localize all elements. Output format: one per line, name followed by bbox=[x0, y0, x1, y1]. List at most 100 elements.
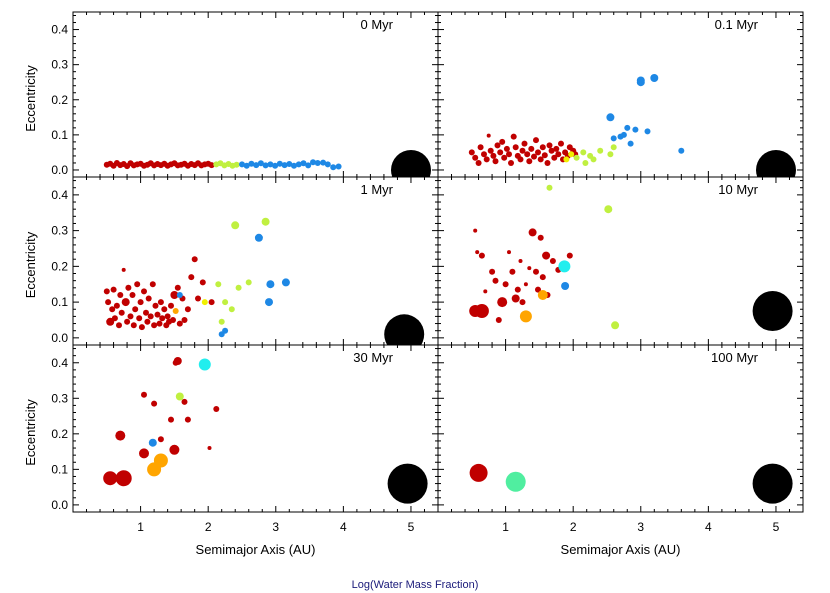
data-point bbox=[153, 453, 168, 468]
data-point bbox=[110, 286, 117, 293]
data-point bbox=[201, 299, 208, 306]
data-point bbox=[314, 160, 321, 166]
data-point bbox=[535, 149, 541, 156]
data-point bbox=[173, 357, 182, 365]
panel-bottom-left: 0.0 0.1 0.2 0.3 0.4 1 2 3 4 5 30 Myr Eccentricity Se… bbox=[23, 344, 439, 557]
data-point bbox=[115, 430, 126, 441]
data-point bbox=[129, 292, 136, 298]
data-point bbox=[499, 138, 506, 145]
y-tick-label: 0.2 bbox=[51, 259, 68, 273]
data-point bbox=[678, 147, 685, 154]
data-point bbox=[610, 135, 617, 142]
giant-planet-point bbox=[387, 463, 428, 504]
panel-frame bbox=[72, 344, 439, 513]
data-point bbox=[168, 416, 174, 423]
data-point bbox=[139, 448, 149, 459]
data-point bbox=[519, 147, 526, 154]
data-point bbox=[198, 358, 211, 371]
data-point bbox=[184, 416, 191, 423]
data-point bbox=[208, 299, 215, 306]
data-point bbox=[542, 251, 551, 260]
data-points bbox=[103, 150, 431, 177]
data-point bbox=[604, 205, 613, 214]
data-point bbox=[151, 322, 158, 329]
data-point bbox=[537, 156, 544, 163]
data-points bbox=[103, 217, 425, 345]
data-point bbox=[174, 284, 181, 291]
data-point bbox=[291, 162, 297, 169]
data-point bbox=[199, 279, 206, 286]
data-point bbox=[103, 288, 110, 295]
data-point bbox=[113, 302, 120, 309]
data-point bbox=[215, 281, 222, 288]
data-point bbox=[644, 128, 651, 135]
data-point bbox=[524, 151, 531, 158]
data-point bbox=[610, 144, 617, 151]
data-point bbox=[320, 159, 327, 166]
data-point bbox=[265, 298, 273, 307]
x-tick-label: 4 bbox=[705, 520, 712, 534]
data-point bbox=[590, 156, 597, 163]
data-point bbox=[481, 151, 487, 158]
data-point bbox=[497, 297, 508, 308]
data-point bbox=[492, 277, 499, 284]
data-point bbox=[137, 299, 144, 306]
data-point bbox=[281, 162, 288, 169]
y-tick-label: 0.3 bbox=[51, 224, 68, 238]
data-point bbox=[239, 161, 245, 168]
data-point bbox=[245, 279, 252, 286]
y-axis-label: Eccentricity bbox=[23, 65, 38, 132]
data-point bbox=[266, 280, 275, 289]
panel-time-label: 10 Myr bbox=[718, 182, 758, 197]
data-point bbox=[505, 471, 526, 492]
data-point bbox=[533, 137, 539, 144]
data-point bbox=[181, 317, 188, 323]
x-axis-label: Semimajor Axis (AU) bbox=[196, 542, 316, 557]
data-point bbox=[228, 306, 235, 313]
x-tick-label: 5 bbox=[773, 520, 780, 534]
y-tick-label: 0.1 bbox=[51, 128, 68, 142]
data-point bbox=[650, 74, 659, 82]
data-point bbox=[527, 266, 532, 271]
data-point bbox=[154, 311, 161, 318]
data-point bbox=[195, 295, 201, 302]
panel-top-left: 0.0 0.1 0.2 0.3 0.4 0 Myr Eccentricity bbox=[23, 11, 439, 178]
data-point bbox=[511, 294, 520, 303]
data-point bbox=[324, 161, 331, 168]
panel-bottom-right: 1 2 3 4 5 100 Myr Semimajor Axis (AU) bbox=[437, 344, 804, 557]
y-tick-label: 0.4 bbox=[51, 188, 68, 202]
data-point bbox=[563, 156, 570, 163]
data-point bbox=[541, 152, 548, 159]
giant-planet-point bbox=[752, 463, 793, 504]
data-point bbox=[132, 306, 139, 313]
data-point bbox=[495, 317, 502, 323]
data-point bbox=[611, 321, 620, 330]
data-point bbox=[213, 406, 220, 412]
data-point bbox=[468, 149, 475, 156]
data-point bbox=[537, 234, 544, 241]
data-point bbox=[181, 398, 188, 405]
data-point bbox=[136, 315, 143, 322]
data-point bbox=[518, 259, 523, 263]
y-tick-label: 0.4 bbox=[51, 23, 68, 37]
x-tick-label: 2 bbox=[205, 520, 212, 534]
data-point bbox=[121, 298, 130, 307]
data-point bbox=[143, 309, 149, 316]
data-point bbox=[147, 313, 154, 320]
data-point bbox=[335, 163, 342, 170]
data-point bbox=[528, 145, 535, 152]
data-point bbox=[546, 184, 553, 191]
data-point bbox=[606, 113, 615, 122]
data-point bbox=[558, 140, 564, 147]
data-point bbox=[276, 160, 283, 167]
data-point bbox=[145, 295, 152, 302]
panel-middle-right: 10 Myr bbox=[437, 176, 804, 346]
panel-top-right: 0.1 Myr bbox=[437, 11, 804, 178]
data-point bbox=[121, 267, 126, 272]
data-point bbox=[531, 153, 537, 160]
data-point bbox=[105, 299, 112, 306]
panel-time-label: 0 Myr bbox=[361, 17, 394, 32]
y-tick-label: 0.3 bbox=[51, 391, 68, 405]
data-point bbox=[627, 140, 634, 147]
data-point bbox=[497, 149, 504, 156]
